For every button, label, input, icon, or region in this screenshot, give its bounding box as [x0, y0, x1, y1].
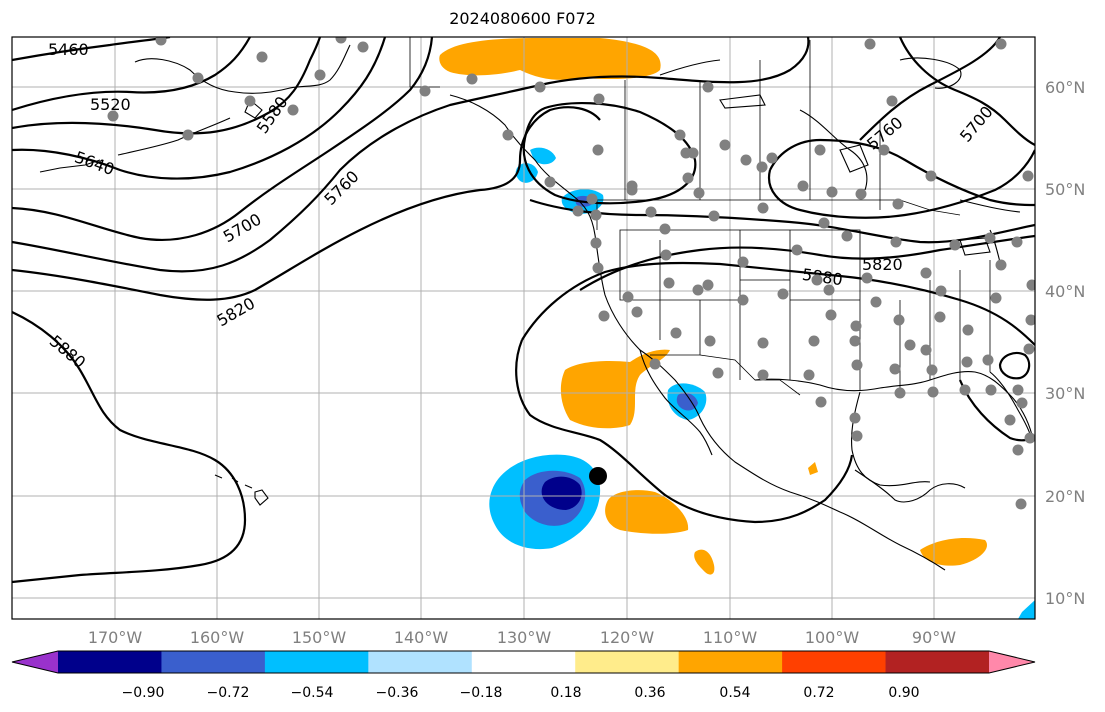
colorbar-tick-label: −0.36: [376, 685, 419, 701]
contour-5460: [12, 37, 171, 62]
longitude-label: 100°W: [805, 628, 860, 647]
colorbar-segment: [782, 651, 887, 673]
latitude-axis: 10°N 20°N 30°N 40°N 50°N 60°N: [1045, 78, 1085, 608]
contour-5760-ne: [859, 37, 1001, 141]
contour-5760-east: [529, 198, 1035, 244]
contour-label: 5520: [90, 95, 131, 114]
map-frame: [11, 36, 1036, 620]
alaska-coast: [39, 44, 351, 173]
colorbar-segment: [58, 651, 162, 673]
contour-5880-main: [521, 261, 1035, 346]
colorbar-tick-label: −0.90: [122, 685, 165, 701]
colorbar-segment: [678, 651, 783, 673]
colorbar-tick-label: −0.72: [207, 685, 250, 701]
contour-5700-ne: [898, 37, 1035, 146]
longitude-label: 150°W: [292, 628, 347, 647]
longitude-axis: 170°W 160°W 150°W 140°W 130°W 120°W 110°…: [88, 628, 956, 647]
longitude-label: 160°W: [190, 628, 245, 647]
negative-anomaly-bc-1: [530, 147, 556, 165]
florida-coast: [989, 371, 1033, 441]
latitude-label: 60°N: [1045, 78, 1085, 97]
longitude-label: 140°W: [394, 628, 449, 647]
graticule: [12, 37, 1035, 619]
negative-anomaly-baja-core: [676, 392, 698, 411]
contour-5820-west: [12, 106, 601, 301]
latitude-label: 50°N: [1045, 180, 1085, 199]
colorbar-tick-label: −0.18: [460, 685, 503, 701]
colorbar-segment: [885, 651, 990, 673]
negative-anomaly-pacific-core: [541, 476, 582, 510]
colorbar-segment: [161, 651, 266, 673]
colorbar-ticks: −0.90 −0.72 −0.54 −0.36 −0.18 0.18 0.36 …: [122, 685, 920, 701]
colorbar-tick-label: −0.54: [291, 685, 334, 701]
contour-label: 5460: [48, 40, 89, 59]
colorbar-tick-label: 0.72: [803, 685, 834, 701]
us-mexico-border: [650, 354, 801, 396]
colorbar-segment: [368, 651, 473, 673]
positive-anomaly-baja: [560, 349, 670, 429]
colorbar-tick-label: 0.90: [888, 685, 919, 701]
contour-5820-east: [579, 234, 1035, 291]
colorbar: [11, 650, 1036, 674]
positive-anomaly-pacific: [605, 490, 689, 534]
positive-anomaly-alaska: [439, 38, 661, 80]
latitude-label: 40°N: [1045, 282, 1085, 301]
contour-bc-ring: [522, 101, 697, 205]
positive-anomaly-mexico: [694, 549, 715, 575]
latitude-label: 10°N: [1045, 589, 1085, 608]
map-title: 2024080600 F072: [449, 9, 596, 28]
colorbar-tick-label: 0.54: [719, 685, 750, 701]
station-markers: [107, 37, 1035, 510]
height-contours: [12, 37, 1035, 584]
negative-anomaly-corner: [1018, 600, 1035, 619]
longitude-label: 130°W: [497, 628, 552, 647]
contour-5580: [12, 37, 322, 135]
colorbar-tick-label: 0.36: [634, 685, 665, 701]
longitude-label: 170°W: [88, 628, 143, 647]
colorbar-outline: [11, 650, 1036, 674]
contour-5880-west: [12, 311, 247, 584]
highlight-point-marker: [589, 467, 607, 485]
contour-ring-east: [767, 149, 1035, 219]
contour-5760-west: [12, 37, 810, 273]
longitude-label: 110°W: [703, 628, 758, 647]
latitude-label: 20°N: [1045, 487, 1085, 506]
positive-anomaly-gulf: [808, 462, 818, 475]
mexico-south: [854, 469, 966, 503]
colorbar-segment: [471, 651, 576, 673]
contour-5520: [12, 37, 251, 112]
colorbar-segment: [989, 651, 1035, 673]
positive-anomaly-central-america: [920, 538, 988, 566]
longitude-label: 90°W: [912, 628, 956, 647]
latitude-label: 30°N: [1045, 384, 1085, 403]
colorbar-segment: [264, 651, 369, 673]
contour-5640: [12, 37, 387, 180]
baja-peninsula: [639, 349, 713, 456]
contour-label: 5820: [862, 255, 903, 274]
canada-provinces: [409, 37, 881, 210]
contour-5700-east: [769, 138, 1035, 207]
colorbar-segment: [12, 651, 58, 673]
contour-florida-ring: [998, 351, 1031, 380]
colorbar-segment: [575, 651, 680, 673]
colorbar-tick-label: 0.18: [550, 685, 581, 701]
anomaly-shading: [439, 38, 1035, 619]
contour-5700: [12, 37, 434, 242]
contour-5880-south: [515, 339, 854, 524]
longitude-label: 120°W: [600, 628, 655, 647]
